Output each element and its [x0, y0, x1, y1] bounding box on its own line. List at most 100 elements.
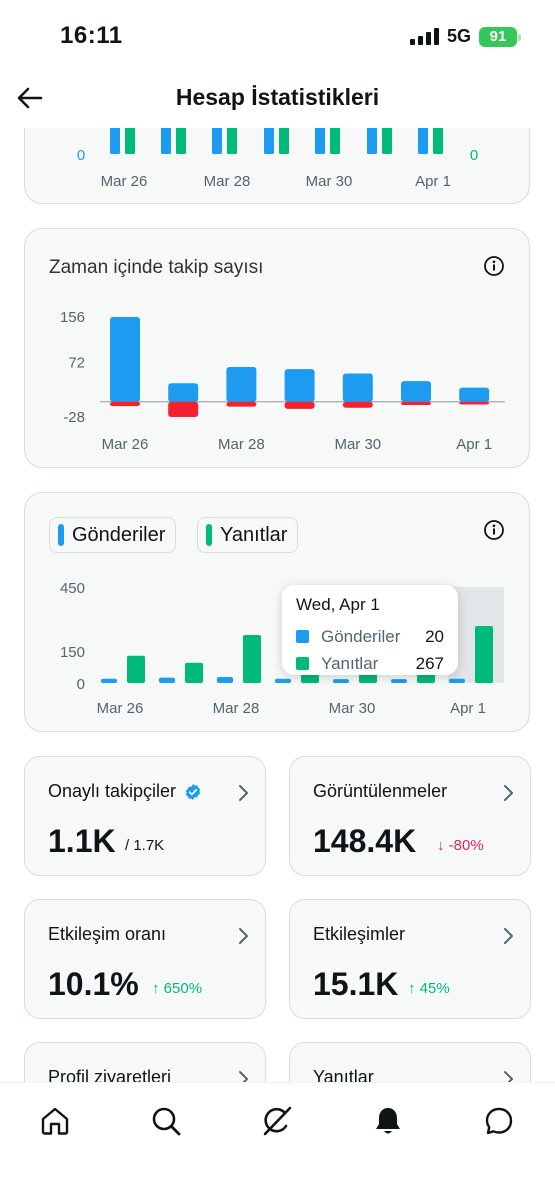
bar-posts — [275, 678, 291, 683]
status-time: 16:11 — [60, 22, 123, 49]
bar-positive — [342, 373, 373, 402]
stat-subvalue: / 1.7K — [125, 837, 165, 854]
y-axis-left-label: 0 — [77, 147, 85, 164]
bar-positive — [226, 367, 257, 402]
search-icon — [152, 1107, 181, 1136]
stat-card-profile-visits[interactable]: Profil ziyaretleri — [24, 1042, 266, 1082]
bar-positive — [284, 369, 315, 402]
followers-over-time-card: Zaman içinde takip sayısı 156 72 -28 Mar 26… — [24, 228, 530, 468]
stat-label: Profil ziyaretleri — [48, 1067, 172, 1082]
stat-label: Etkileşim oranı — [48, 924, 167, 944]
tab-home[interactable] — [35, 1101, 75, 1141]
y-tick-label: 0 — [77, 676, 85, 693]
status-bar: 16:11 5G 91 — [0, 0, 555, 72]
bar-green — [176, 128, 186, 154]
stat-label: Etkileşimler — [313, 924, 406, 944]
home-icon — [41, 1107, 69, 1135]
bar-positive — [110, 317, 140, 402]
x-tick-label: Mar 30 — [306, 173, 353, 190]
stat-label-text: Onaylı takipçiler — [48, 781, 177, 801]
bar-posts — [333, 679, 349, 683]
stat-value: 148.4K — [313, 823, 417, 859]
stat-label: Yanıtlar — [313, 1067, 374, 1082]
back-button[interactable] — [14, 82, 46, 114]
chevron-right-icon — [239, 785, 248, 801]
tab-notifications[interactable] — [368, 1101, 408, 1141]
battery-icon: 91 — [479, 26, 521, 47]
signal-icon — [409, 28, 439, 45]
bar-replies — [243, 635, 261, 683]
bar-blue — [264, 128, 274, 154]
followers-chart: 156 72 -28 Mar 26 Mar 28 Mar 30 Apr 1 — [60, 309, 505, 453]
bar-positive — [459, 387, 490, 402]
chevron-right-icon — [504, 928, 513, 944]
bar-negative — [168, 401, 199, 417]
y-axis-right-label: 0 — [470, 147, 478, 164]
chevron-right-icon — [239, 928, 248, 944]
chevron-right-icon — [239, 1071, 248, 1082]
verified-badge-icon — [185, 783, 201, 800]
tooltip-series-value: 267 — [415, 653, 444, 673]
bottom-tab-bar — [0, 1082, 555, 1200]
bar-positive — [168, 383, 199, 402]
stat-change: ↑ 650% — [152, 980, 203, 997]
chevron-right-icon — [504, 785, 513, 801]
chart-tooltip: Wed, Apr 1 Gönderiler 20 Yanıtlar 267 — [282, 585, 458, 675]
bar-posts — [217, 677, 233, 683]
grok-icon — [263, 1106, 292, 1136]
legend-posts[interactable]: Gönderiler — [49, 517, 177, 553]
x-tick-label: Apr 1 — [415, 173, 451, 190]
tooltip-swatch — [296, 630, 309, 643]
status-indicators: 5G 91 — [409, 26, 521, 47]
y-tick-label: 150 — [60, 644, 85, 661]
battery-level: 91 — [489, 28, 507, 45]
x-tick-label: Mar 28 — [213, 700, 260, 717]
bar-blue — [418, 128, 428, 154]
bar-negative — [459, 401, 490, 405]
bar-negative — [401, 401, 431, 406]
x-tick-label: Mar 28 — [204, 173, 251, 190]
content-scroll[interactable]: 0 0 Mar 26 Mar 28 Mar 30 Apr 1 — [0, 128, 555, 1082]
tooltip-date: Wed, Apr 1 — [296, 595, 380, 614]
bar-green — [433, 128, 443, 154]
bar-posts — [449, 678, 465, 683]
bar-replies — [127, 655, 145, 683]
info-icon[interactable] — [483, 519, 505, 541]
tooltip-row-replies: Yanıtlar 267 — [296, 650, 444, 677]
bar-green — [382, 128, 392, 154]
stat-value: 1.1K — [48, 823, 116, 859]
stat-card-verified-followers[interactable]: Onaylı takipçiler 1.1K / 1.7K — [24, 756, 266, 876]
back-arrow-icon — [17, 87, 43, 109]
stat-card-engagements[interactable]: Etkileşimler 15.1K ↑ 45% — [289, 899, 531, 1019]
bar-posts — [101, 678, 117, 683]
y-tick-label: 450 — [60, 580, 85, 597]
tooltip-series-name: Gönderiler — [321, 626, 401, 646]
tab-grok[interactable] — [257, 1101, 297, 1141]
x-tick-label: Apr 1 — [456, 436, 492, 453]
bar-posts — [391, 679, 407, 683]
x-tick-label: Mar 26 — [101, 173, 148, 190]
posts-chart-card-partial: 0 0 Mar 26 Mar 28 Mar 30 Apr 1 — [24, 128, 530, 204]
bar-positive — [401, 381, 431, 402]
bar-replies — [475, 626, 493, 683]
stat-card-engagement-rate[interactable]: Etkileşim oranı 10.1% ↑ 650% — [24, 899, 266, 1019]
bar-negative — [284, 401, 315, 409]
info-icon[interactable] — [483, 255, 505, 277]
messages-icon — [485, 1107, 513, 1135]
x-tick-label: Mar 30 — [334, 436, 381, 453]
bar-green — [279, 128, 289, 154]
bar-green — [125, 128, 135, 154]
bar-negative — [226, 401, 257, 407]
network-label: 5G — [446, 26, 471, 46]
legend-swatch-replies — [206, 524, 212, 546]
tab-search[interactable] — [146, 1101, 186, 1141]
legend-replies[interactable]: Yanıtlar — [197, 517, 299, 553]
bar-blue — [110, 128, 120, 154]
x-tick-label: Apr 1 — [450, 700, 486, 717]
tooltip-row-posts: Gönderiler 20 — [296, 623, 444, 650]
bar-negative — [110, 401, 140, 407]
page-title: Hesap İstatistikleri — [175, 84, 380, 110]
stat-card-impressions[interactable]: Görüntülenmeler 148.4K ↓ -80% — [289, 756, 531, 876]
tab-messages[interactable] — [479, 1101, 519, 1141]
stat-card-replies[interactable]: Yanıtlar — [289, 1042, 531, 1082]
